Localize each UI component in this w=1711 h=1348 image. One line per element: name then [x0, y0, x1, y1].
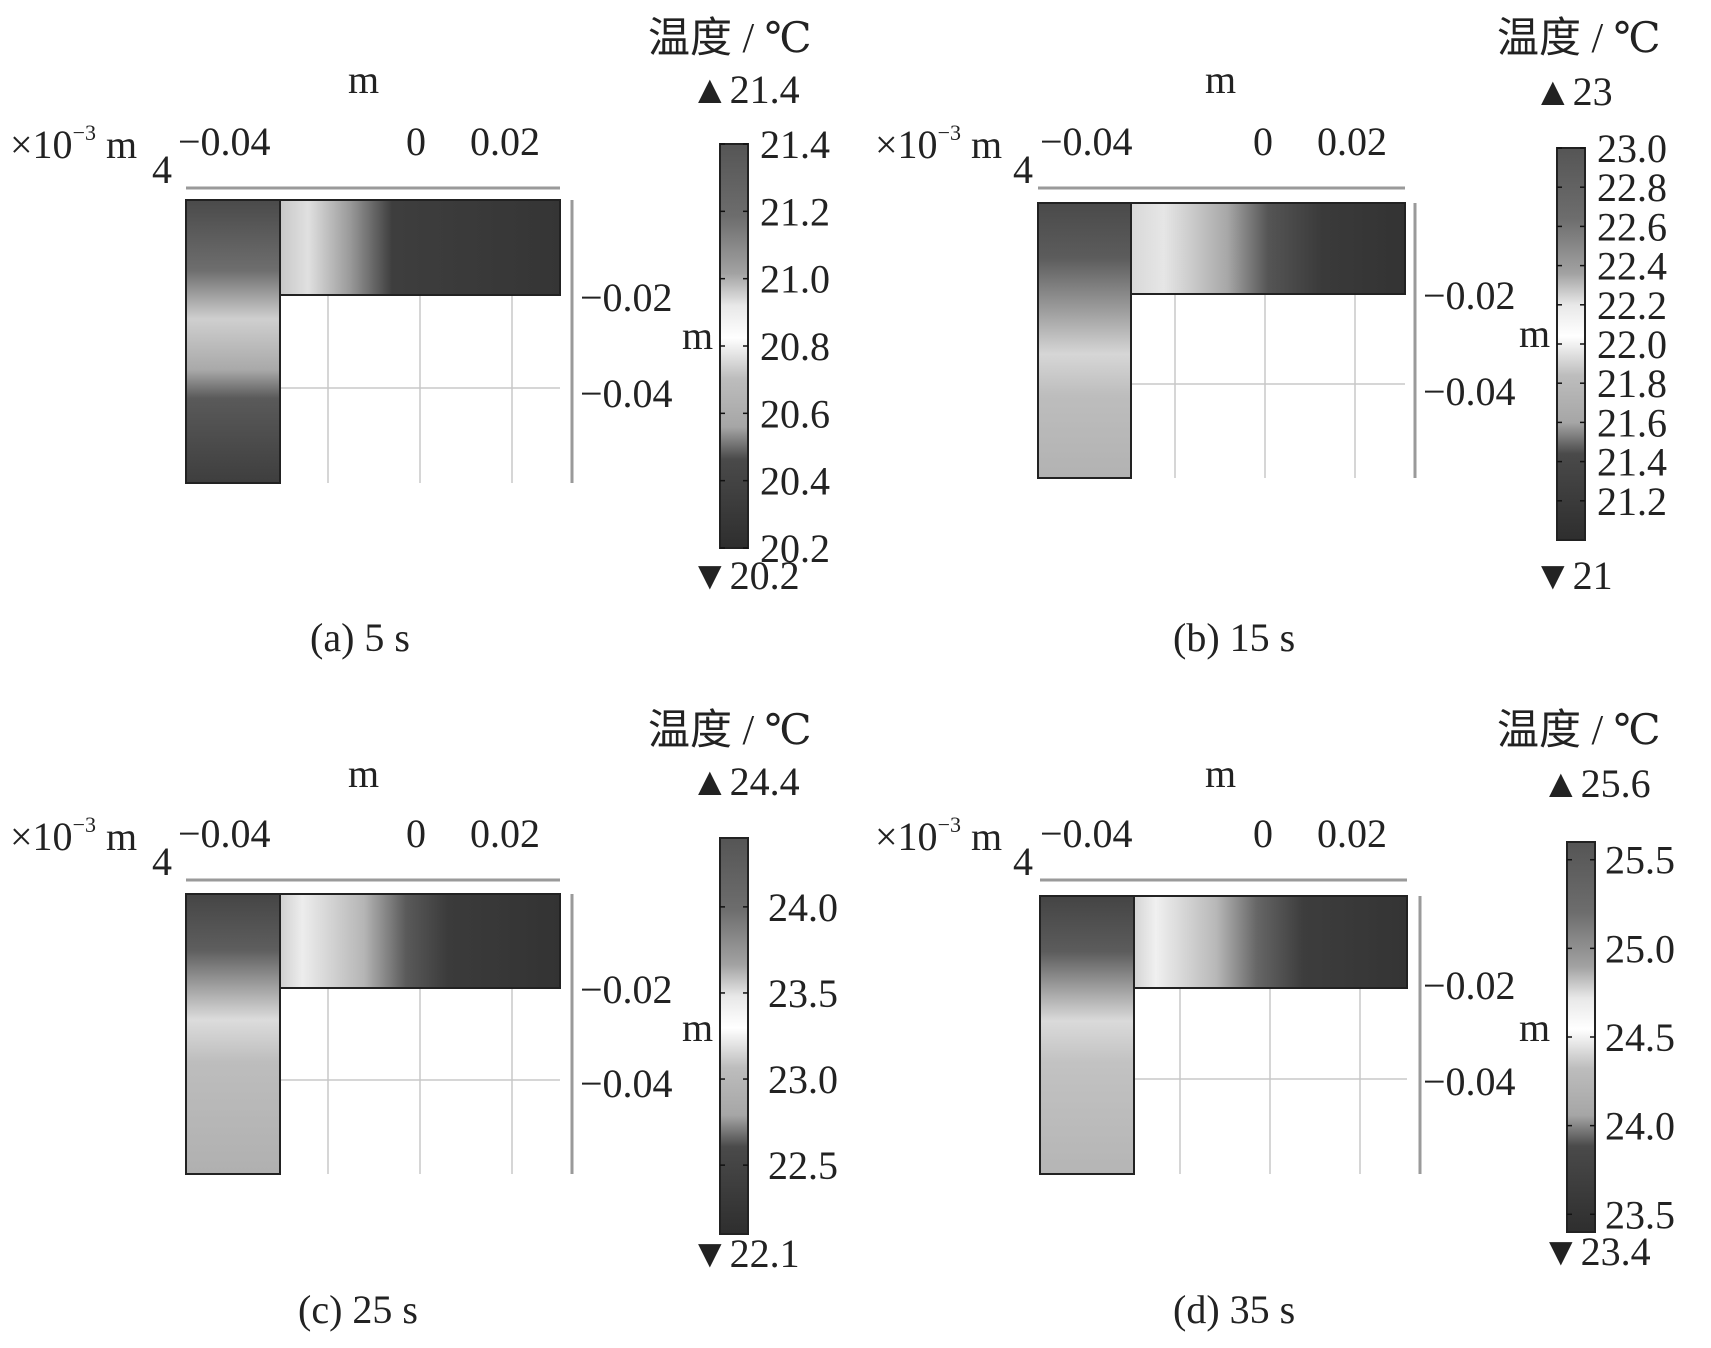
x-tick-label: 0 — [1253, 119, 1273, 164]
panel-caption: (c) 25 s — [298, 1287, 418, 1332]
y-axis-label: m — [1519, 1005, 1551, 1050]
y-tick-label: −0.04 — [1423, 1059, 1516, 1104]
horizontal-plate — [279, 199, 561, 296]
heatmap-plot-c: 24.0 23.5 23.0 22.5 — [185, 837, 838, 1235]
y-tick-label: −0.04 — [580, 1061, 673, 1106]
panel-c: 24.0 23.5 23.0 22.5 温度 / ℃ ▲24.4 m ×10−3 m … — [0, 674, 855, 1348]
x-tick-label: −0.04 — [1040, 811, 1133, 856]
colorbar-tick-label: 22.5 — [768, 1143, 838, 1188]
colorbar-tick-label: 21.8 — [1597, 361, 1667, 406]
x-tick-label: 0.02 — [470, 119, 540, 164]
x-tick-label: 0 — [406, 119, 426, 164]
x-axis-label: m — [348, 751, 380, 796]
horizontal-plate — [1130, 202, 1406, 295]
colorbar-tick-label: 21.4 — [760, 122, 830, 167]
x-tick-label: 0 — [1253, 811, 1273, 856]
panel-a: 21.4 21.2 21.0 20.8 20.6 20.4 20.2 温度 / ℃ ▲21.… — [0, 0, 855, 674]
colorbar-tick-label: 24.0 — [768, 885, 838, 930]
y-tick-label: −0.04 — [1423, 369, 1516, 414]
colorbar-title: 温度 / ℃ — [648, 16, 812, 62]
colorbar-min-label: ▼22.1 — [690, 1231, 800, 1276]
colorbar-tick-label: 20.6 — [760, 391, 830, 436]
x-tick-label: −0.04 — [178, 119, 271, 164]
heatmap-plot-a: 21.4 21.2 21.0 20.8 20.6 20.4 20.2 — [185, 122, 830, 571]
x-axis-multiplier: ×10−3 m — [875, 120, 1003, 167]
panel-caption: (a) 5 s — [310, 615, 410, 660]
colorbar-tick-label: 23.5 — [1605, 1192, 1675, 1237]
panel-d: 25.5 25.0 24.5 24.0 23.5 温度 / ℃ ▲25.6 m ×10−… — [855, 674, 1710, 1348]
y-tick-label: −0.02 — [580, 275, 673, 320]
colorbar-tick-label: 23.5 — [768, 971, 838, 1016]
y-axis-label: m — [682, 313, 714, 358]
colorbar-tick-label: 20.4 — [760, 459, 830, 504]
colorbar-title: 温度 / ℃ — [1497, 708, 1661, 754]
colorbar-tick-label: 21.2 — [1597, 479, 1667, 524]
colorbar-min-label: ▼21 — [1533, 553, 1613, 598]
colorbar-tick-label: 22.6 — [1597, 204, 1667, 249]
colorbar-tick-label: 22.4 — [1597, 244, 1667, 289]
x-axis-offset: 4 — [152, 839, 172, 884]
heatmap-plot-d: 25.5 25.0 24.5 24.0 23.5 — [1039, 838, 1675, 1237]
colorbar-min-label: ▼20.2 — [690, 553, 800, 598]
x-axis-offset: 4 — [152, 147, 172, 192]
horizontal-plate — [1133, 895, 1408, 989]
x-axis-multiplier: ×10−3 m — [875, 812, 1003, 859]
panel-caption: (d) 35 s — [1173, 1287, 1296, 1332]
vertical-plate — [1039, 895, 1135, 1175]
colorbar-tick-label: 22.0 — [1597, 322, 1667, 367]
colorbar-tick-label: 21.4 — [1597, 440, 1667, 485]
vertical-plate — [185, 199, 281, 484]
x-tick-label: 0.02 — [1317, 811, 1387, 856]
y-tick-label: −0.02 — [1423, 963, 1516, 1008]
colorbar-max-label: ▲24.4 — [690, 759, 800, 804]
colorbar-max-label: ▲25.6 — [1541, 761, 1651, 806]
heatmap-plot-b: 23.022.822.622.422.222.021.821.621.421.2 — [1037, 126, 1667, 541]
panel-b: 23.0 22.8 22.6 22.4 22.2 22.0 21.8 21.6 21.4 21.2… — [855, 0, 1710, 674]
x-tick-label: −0.04 — [178, 811, 271, 856]
y-tick-label: −0.02 — [1423, 273, 1516, 318]
x-axis-multiplier: ×10−3 m — [10, 812, 138, 859]
colorbar-tick-label: 23.0 — [768, 1057, 838, 1102]
colorbar-tick-label: 20.2 — [760, 526, 830, 571]
x-tick-label: 0.02 — [1317, 119, 1387, 164]
x-tick-label: 0.02 — [470, 811, 540, 856]
colorbar-tick-label: 22.2 — [1597, 283, 1667, 328]
x-tick-label: 0 — [406, 811, 426, 856]
colorbar-title: 温度 / ℃ — [648, 708, 812, 754]
colorbar-min-label: ▼23.4 — [1541, 1229, 1651, 1274]
vertical-plate — [185, 893, 281, 1175]
x-axis-offset: 4 — [1013, 147, 1033, 192]
colorbar-tick-label: 20.8 — [760, 324, 830, 369]
colorbar-tick-label: 24.5 — [1605, 1015, 1675, 1060]
colorbar-tick-label: 25.5 — [1605, 838, 1675, 883]
colorbar-tick-label: 21.6 — [1597, 400, 1667, 445]
colorbar-tick-label: 23.0 — [1597, 126, 1667, 171]
colorbar-max-label: ▲23 — [1533, 69, 1613, 114]
y-axis-label: m — [1519, 311, 1551, 356]
colorbar-tick-label: 21.0 — [760, 257, 830, 302]
colorbar-max-label: ▲21.4 — [690, 67, 800, 112]
colorbar-title: 温度 / ℃ — [1497, 16, 1661, 62]
colorbar-tick-label: 22.8 — [1597, 165, 1667, 210]
x-axis-label: m — [1205, 57, 1237, 102]
x-axis-multiplier: ×10−3 m — [10, 120, 138, 167]
x-axis-label: m — [348, 57, 380, 102]
vertical-plate — [1037, 202, 1132, 479]
y-axis-label: m — [682, 1005, 714, 1050]
x-axis-offset: 4 — [1013, 839, 1033, 884]
x-axis-label: m — [1205, 751, 1237, 796]
colorbar-tick-label: 24.0 — [1605, 1104, 1675, 1149]
horizontal-plate — [279, 893, 561, 989]
colorbar-tick-label: 25.0 — [1605, 926, 1675, 971]
x-tick-label: −0.04 — [1040, 119, 1133, 164]
colorbar — [719, 837, 749, 1235]
colorbar-tick-label: 21.2 — [760, 189, 830, 234]
y-tick-label: −0.04 — [580, 371, 673, 416]
panel-caption: (b) 15 s — [1173, 615, 1296, 660]
y-tick-label: −0.02 — [580, 967, 673, 1012]
